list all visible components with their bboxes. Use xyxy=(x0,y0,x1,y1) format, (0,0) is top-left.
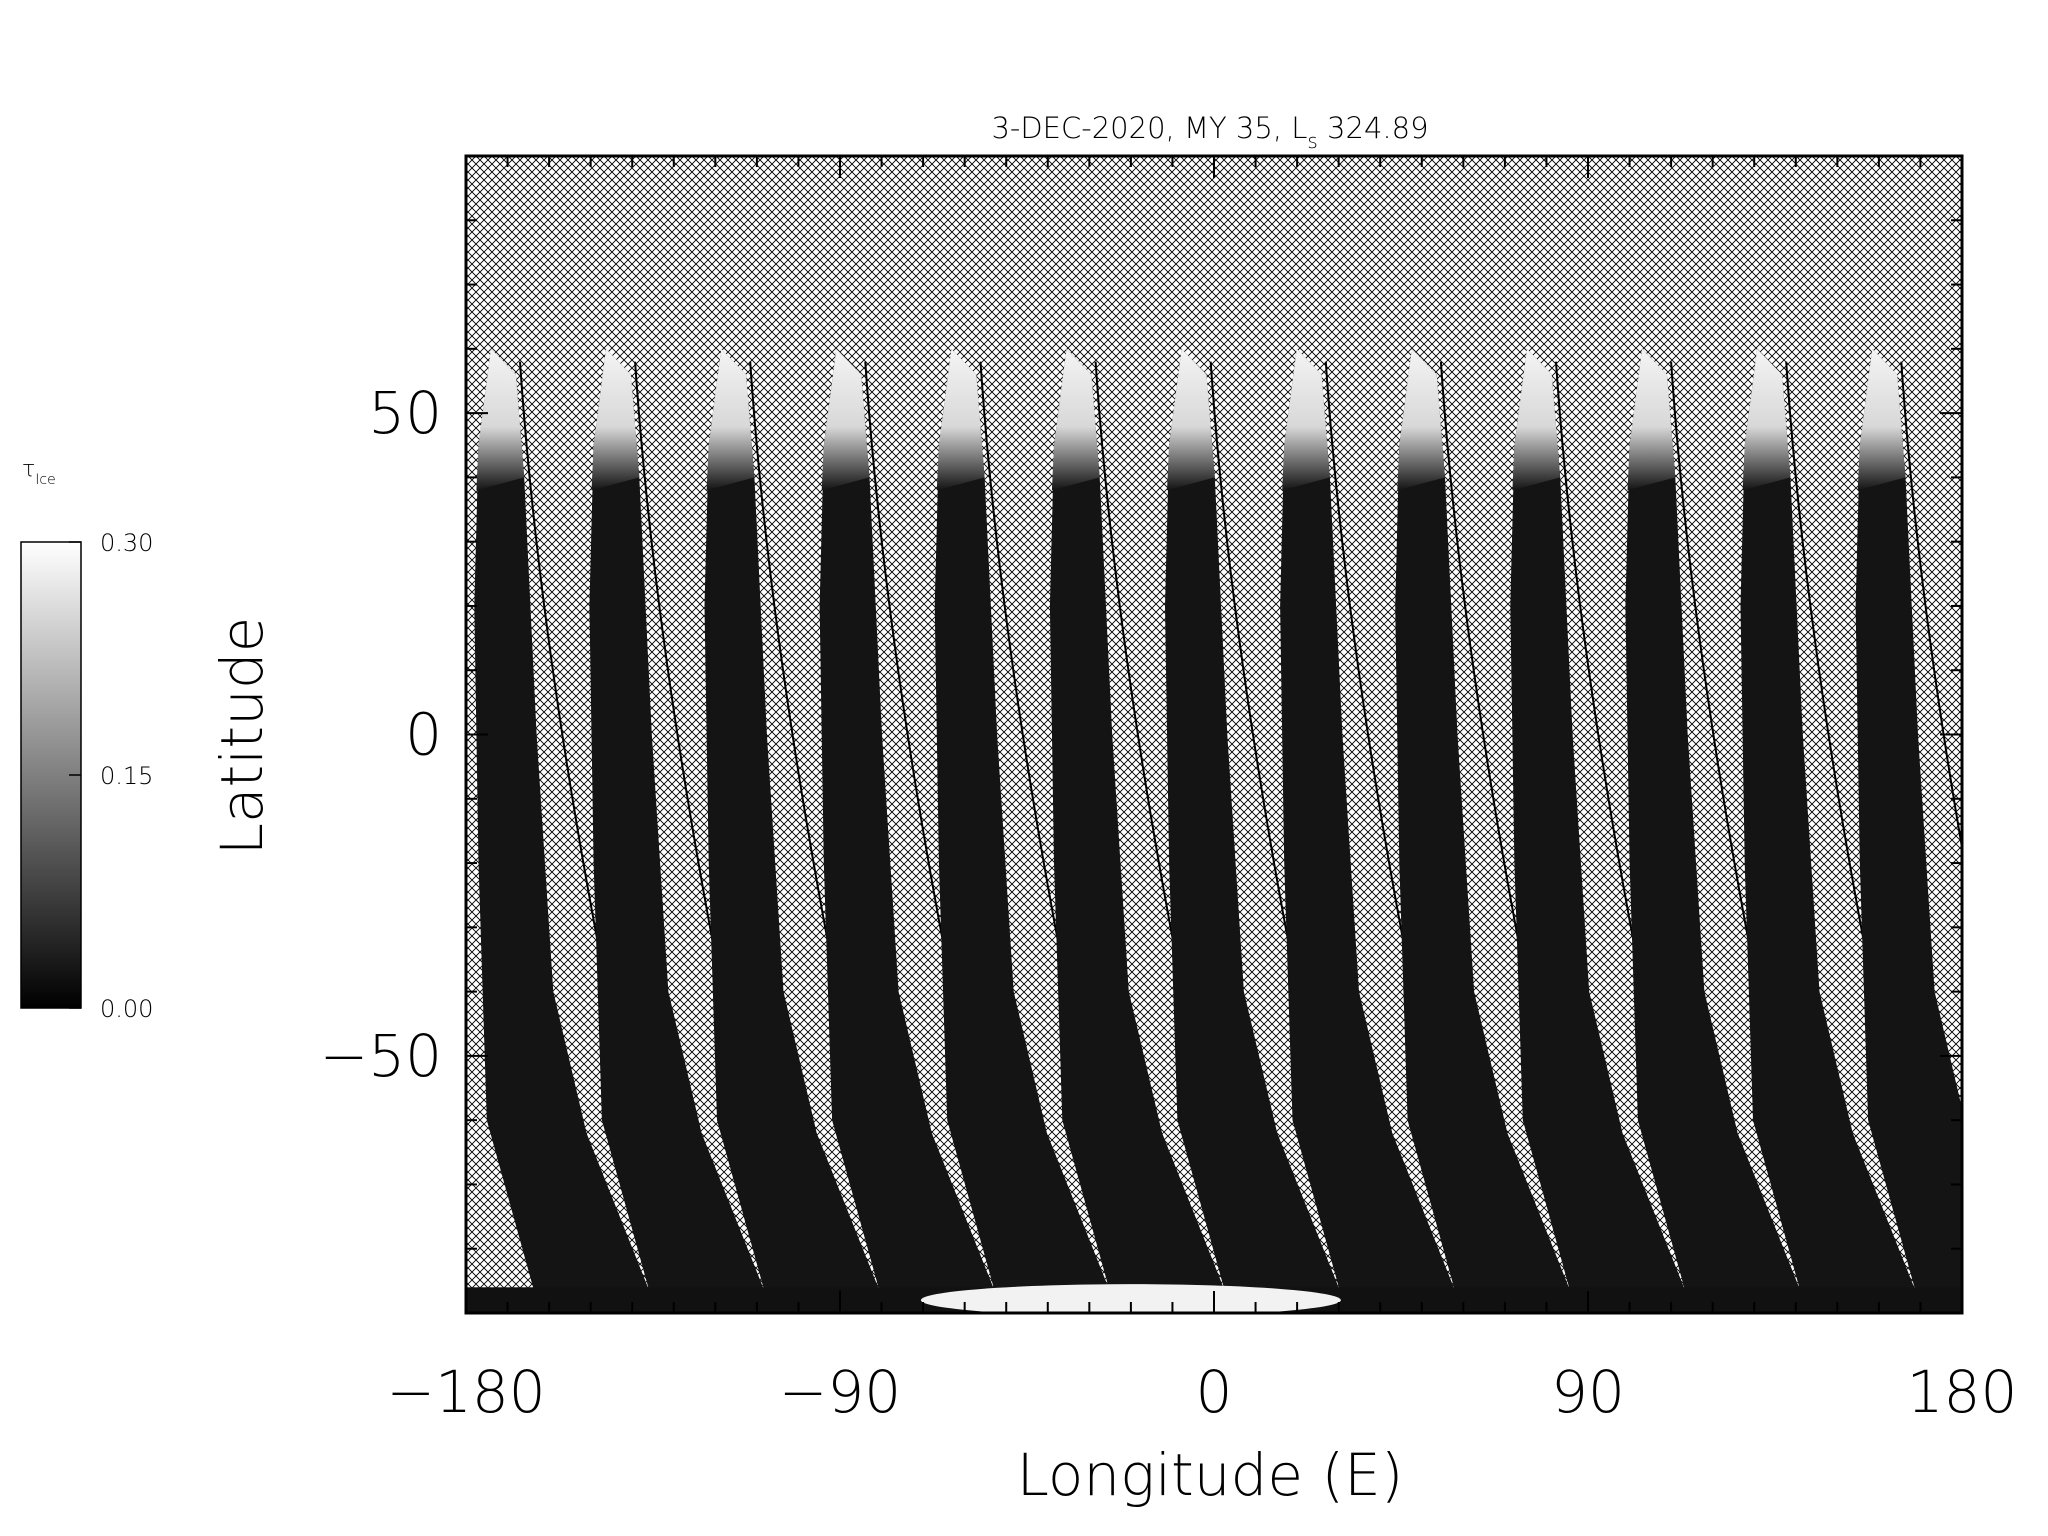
x-tick-label: −90 xyxy=(779,1358,901,1426)
colorbar-tick-label: 0.00 xyxy=(100,995,153,1023)
colorbar-ticks: 0.00 0.15 0.30 xyxy=(69,529,153,1023)
plot-area xyxy=(464,154,1964,1315)
title-suffix: 324.89 xyxy=(1318,111,1429,145)
data-swath xyxy=(474,348,653,1301)
data-swath xyxy=(1165,348,1344,1301)
data-swath xyxy=(1625,348,1805,1301)
colorbar-label: τIce xyxy=(22,457,56,488)
colorbar-tick-label: 0.15 xyxy=(100,762,153,790)
x-tick-label: 90 xyxy=(1551,1358,1625,1426)
data-swath xyxy=(1855,348,1962,1301)
south-polar-ice xyxy=(920,1284,1341,1313)
title-main: 3-DEC-2020, MY 35, L xyxy=(991,111,1307,145)
y-tick-labels: −50 0 50 xyxy=(320,379,442,1090)
ice-cloud-band xyxy=(1167,348,1215,491)
title-subscript: s xyxy=(1307,129,1317,153)
y-axis-label: Latitude xyxy=(208,617,276,856)
ice-cloud-band xyxy=(591,348,640,491)
ice-cloud-band xyxy=(936,348,985,491)
data-swath xyxy=(704,348,884,1301)
y-tick-label: −50 xyxy=(320,1022,442,1090)
chart-title: 3-DEC-2020, MY 35, Ls 324.89 xyxy=(991,111,1428,153)
swath-edge-line xyxy=(1900,361,1962,854)
data-swath xyxy=(589,348,769,1301)
ice-cloud-band xyxy=(1282,348,1330,491)
data-swath xyxy=(1740,348,1920,1301)
data-swath xyxy=(1049,348,1229,1301)
y-tick-label: 50 xyxy=(368,379,442,447)
data-swath xyxy=(819,348,999,1301)
minor-ticks xyxy=(465,155,1963,1314)
x-tick-labels: −180 −90 0 90 180 xyxy=(386,1358,2017,1426)
data-swath xyxy=(1510,348,1689,1301)
x-tick-label: 180 xyxy=(1907,1358,2018,1426)
ice-cloud-band xyxy=(1742,348,1791,491)
colorbar-tick-label: 0.30 xyxy=(100,529,153,557)
ice-cloud-band xyxy=(821,348,870,491)
data-swath xyxy=(1395,348,1574,1301)
data-swath xyxy=(1280,348,1459,1301)
ice-cloud-band xyxy=(1627,348,1676,491)
y-tick-label: 0 xyxy=(405,701,442,769)
colorbar: τIce 0.00 0.15 0.30 xyxy=(20,457,153,1023)
ice-cloud-band xyxy=(1857,348,1906,491)
data-swath xyxy=(934,348,1114,1301)
ice-cloud-band xyxy=(1397,348,1445,491)
ice-cloud-band xyxy=(1051,348,1100,491)
swath-layer xyxy=(466,348,1962,1313)
ice-cloud-band xyxy=(476,348,525,491)
ice-cloud-band xyxy=(706,348,755,491)
x-tick-label: 0 xyxy=(1196,1358,1233,1426)
ice-cloud-band xyxy=(1512,348,1561,491)
x-tick-label: −180 xyxy=(386,1358,545,1426)
x-axis-label: Longitude (E) xyxy=(1017,1441,1404,1509)
